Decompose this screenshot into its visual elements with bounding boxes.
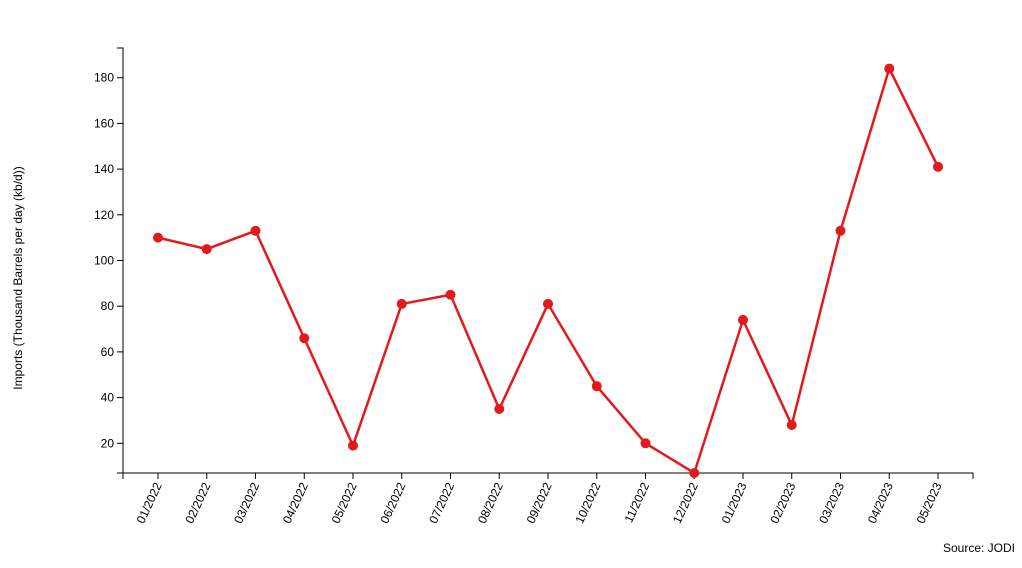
y-tick-label: 120 [94, 208, 114, 222]
x-tick-label: 12/2022 [670, 480, 701, 526]
point [591, 381, 602, 392]
point [348, 440, 358, 451]
point [835, 225, 846, 236]
y-tick-label: 100 [94, 254, 114, 268]
y-tick-label: 180 [94, 71, 114, 85]
point [884, 63, 895, 74]
y-axis-label: Imports (Thousand Barrels per day (kb/d)… [11, 166, 25, 389]
x-tick-label: 11/2022 [622, 480, 653, 525]
x-tick-label: 08/2022 [475, 480, 506, 526]
point [153, 232, 163, 243]
y-tick-label: 80 [101, 299, 115, 313]
x-tick-label: 06/2022 [377, 480, 408, 526]
y-tick-label: 20 [101, 436, 115, 450]
point [445, 289, 456, 300]
point [640, 438, 651, 449]
point [201, 244, 212, 255]
point [543, 298, 553, 309]
point [933, 161, 943, 172]
y-tick-label: 40 [101, 391, 115, 405]
x-tick-label: 07/2022 [426, 480, 457, 526]
x-tick-label: 03/2022 [231, 480, 262, 526]
y-tick-label: 160 [94, 116, 114, 130]
x-tick-label: 04/2023 [865, 480, 896, 526]
x-tick-label: 05/2022 [329, 480, 360, 526]
x-tick-label: 05/2023 [914, 480, 945, 526]
y-tick-label: 60 [101, 345, 115, 359]
point [738, 314, 748, 325]
x-tick-label: 04/2022 [280, 480, 311, 526]
line [157, 65, 940, 475]
x-tick-label: 03/2023 [816, 480, 847, 526]
source-note: Source: JODI [943, 541, 1015, 555]
point [396, 298, 407, 309]
x-tick-label: 01/2022 [134, 480, 165, 526]
point [689, 468, 700, 478]
point [250, 225, 261, 236]
x-tick-label: 02/2023 [767, 480, 798, 526]
x-tick-label: 02/2022 [182, 480, 213, 526]
point [494, 404, 505, 415]
x-tick-label: 10/2022 [572, 480, 603, 526]
x-tick-label: 01/2023 [719, 480, 750, 526]
point [786, 420, 797, 431]
y-tick-label: 140 [94, 162, 114, 176]
point [299, 333, 310, 344]
x-tick-label: 09/2022 [524, 480, 555, 526]
